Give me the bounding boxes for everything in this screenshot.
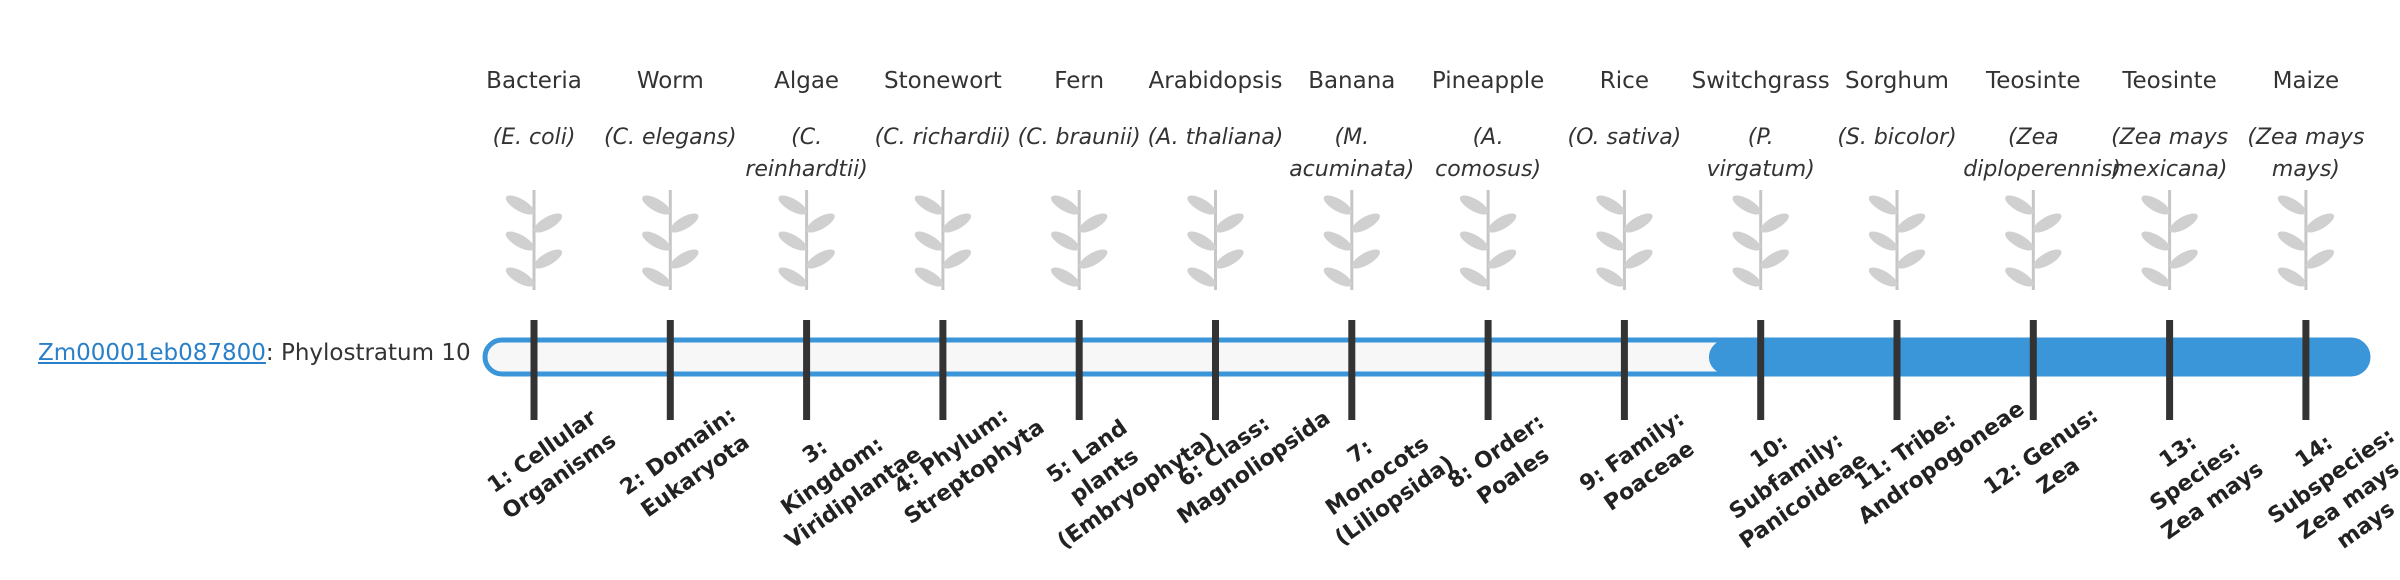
organism-icon: [2005, 190, 2062, 290]
gene-link[interactable]: Zm00001eb087800: [38, 340, 266, 366]
organism-icon: [1868, 190, 1926, 290]
scientific-name: (E. coli): [492, 125, 576, 150]
scientific-name: (O. sativa): [1567, 125, 1682, 150]
common-name: Teosinte: [1986, 68, 2081, 94]
organism-icon: [1323, 190, 1380, 290]
common-name: Banana: [1308, 68, 1396, 94]
scientific-name: (P. virgatum): [1706, 125, 1815, 182]
scientific-name: (Zea mays mays): [2247, 125, 2365, 182]
common-name: Algae: [774, 68, 840, 94]
scientific-name: (S. bicolor): [1837, 125, 1957, 150]
common-name: Switchgrass: [1691, 68, 1830, 94]
scientific-name: (C. reinhardtii): [745, 125, 868, 182]
organism-icon: [1459, 190, 1517, 290]
organism-icon: [2141, 190, 2198, 290]
organism-icon: [1732, 190, 1789, 290]
scientific-name: (A. thaliana): [1147, 125, 1284, 150]
organism-icon: [1596, 190, 1653, 290]
organism-icon: [1051, 190, 1108, 290]
organism-icon: [914, 190, 972, 290]
scientific-name: (Zea diploperennis): [1963, 125, 2122, 182]
organism-icon: [642, 190, 699, 290]
scientific-name: (M. acuminata): [1289, 125, 1415, 182]
common-name: Maize: [2272, 68, 2340, 94]
common-name: Teosinte: [2122, 68, 2217, 94]
common-name: Sorghum: [1845, 68, 1949, 94]
bar-fill: [1708, 340, 2368, 374]
common-name: Rice: [1599, 68, 1649, 94]
organism-icon: [778, 190, 835, 290]
common-name: Arabidopsis: [1148, 68, 1283, 94]
common-name: Pineapple: [1431, 68, 1545, 94]
scientific-name: (C. richardii): [874, 125, 1012, 150]
common-name: Bacteria: [486, 68, 582, 94]
gene-label: : Phylostratum 10: [265, 340, 471, 366]
organism-icon: [505, 190, 563, 290]
scientific-name: (Zea mays mexicana): [2111, 125, 2229, 182]
gene-row: Zm00001eb087800: Phylostratum 10: [38, 340, 471, 366]
scientific-name: (C. elegans): [604, 125, 737, 150]
scientific-name: (C. braunii): [1017, 125, 1141, 150]
common-name: Stonewort: [884, 68, 1002, 94]
organism-icon: [2277, 190, 2335, 290]
common-name: Worm: [636, 68, 704, 94]
scientific-name: (A. comosus): [1435, 125, 1542, 182]
organism-icon: [1187, 190, 1244, 290]
common-name: Fern: [1054, 68, 1105, 94]
